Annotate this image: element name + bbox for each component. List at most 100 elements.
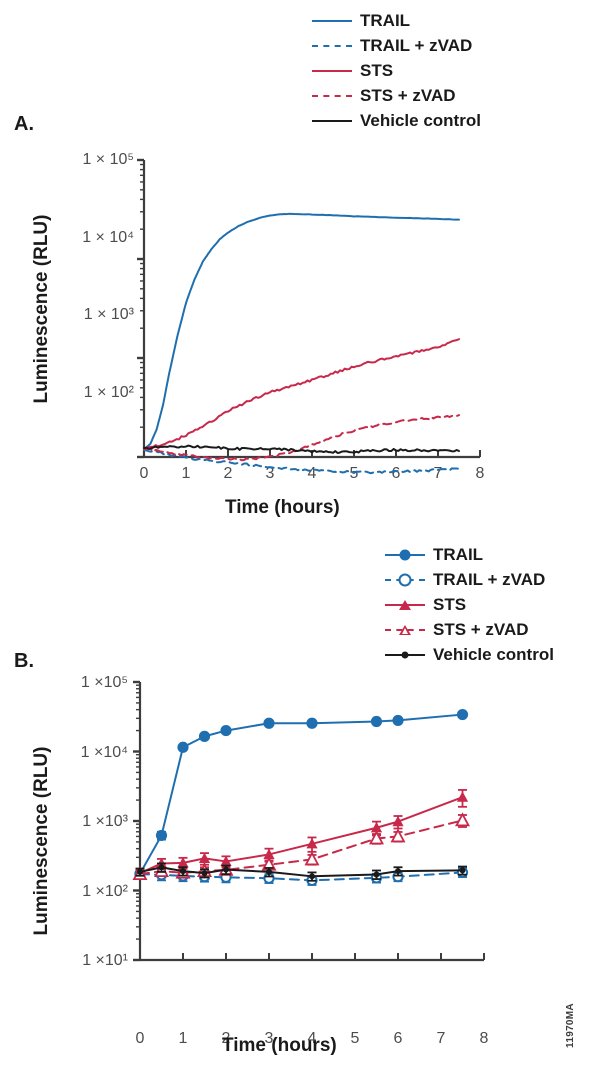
panel-a-plot bbox=[137, 158, 481, 475]
panel-b-legend: TRAIL TRAIL + zVAD STS STS + zVAD bbox=[385, 542, 554, 667]
legend-key-sts bbox=[385, 595, 425, 615]
data-point bbox=[392, 871, 404, 883]
data-point bbox=[306, 717, 318, 729]
legend-key-vehicle bbox=[385, 645, 425, 665]
series-line bbox=[143, 414, 460, 462]
data-point bbox=[221, 864, 231, 876]
panel-b-ytick-1e1: 1 ×10¹ bbox=[82, 952, 128, 969]
series-line bbox=[143, 444, 460, 455]
panel-a: A. TRAIL TRAIL + zVAD STS STS + zVAD Veh… bbox=[0, 0, 600, 530]
series-line bbox=[143, 449, 460, 475]
panel-a-xtick-2: 2 bbox=[223, 465, 233, 482]
panel-b-xtick-7: 7 bbox=[436, 1030, 446, 1047]
panel-b-xtick-3: 3 bbox=[264, 1030, 274, 1047]
data-point bbox=[372, 869, 381, 880]
legend-label-trail-zvad: TRAIL + zVAD bbox=[433, 570, 546, 589]
legend-item-vehicle: Vehicle control bbox=[385, 642, 554, 667]
legend-key-trail-zvad bbox=[312, 36, 352, 56]
panel-a-ytick-1e2: 1 × 10² bbox=[83, 384, 134, 401]
panel-b-xtick-8: 8 bbox=[479, 1030, 489, 1047]
series-line bbox=[139, 819, 464, 876]
legend-key-trail-zvad bbox=[385, 570, 425, 590]
panel-b-plot bbox=[132, 680, 485, 962]
series-line bbox=[139, 713, 464, 875]
panel-b-x-axis-title: Time (hours) bbox=[222, 1035, 337, 1056]
legend-item-trail-zvad: TRAIL + zVAD bbox=[385, 567, 554, 592]
legend-label-vehicle: Vehicle control bbox=[433, 645, 554, 664]
legend-item-sts-zvad: STS + zVAD bbox=[385, 617, 554, 642]
data-point bbox=[135, 867, 145, 877]
series-line bbox=[143, 212, 460, 451]
panel-a-xtick-0: 0 bbox=[139, 465, 149, 482]
data-point bbox=[198, 730, 211, 742]
data-point bbox=[458, 865, 467, 876]
data-point bbox=[390, 828, 406, 843]
legend-label-vehicle: Vehicle control bbox=[360, 111, 481, 130]
legend-label-sts-zvad: STS + zVAD bbox=[360, 86, 456, 105]
panel-b-xtick-1: 1 bbox=[178, 1030, 188, 1047]
legend-label-sts-zvad: STS + zVAD bbox=[433, 620, 529, 639]
circle-open-icon bbox=[398, 573, 412, 586]
legend-item-trail: TRAIL bbox=[312, 8, 481, 33]
panel-b-xtick-4: 4 bbox=[307, 1030, 317, 1047]
legend-item-trail-zvad: TRAIL + zVAD bbox=[312, 33, 481, 58]
panel-a-xtick-8: 8 bbox=[475, 465, 485, 482]
legend-label-sts: STS bbox=[433, 595, 467, 614]
panel-a-legend: TRAIL TRAIL + zVAD STS STS + zVAD Vehicl… bbox=[312, 8, 481, 133]
data-point bbox=[155, 829, 168, 842]
legend-key-trail bbox=[312, 11, 352, 31]
panel-b-ytick-1e2: 1 ×10² bbox=[82, 883, 128, 900]
watermark-code: 11970MA bbox=[564, 1003, 576, 1048]
panel-a-ytick-1e5: 1 × 10⁵ bbox=[82, 151, 134, 168]
panel-b-ytick-1e4: 1 ×10⁴ bbox=[80, 744, 128, 761]
data-point bbox=[307, 871, 317, 882]
data-point bbox=[220, 724, 232, 737]
panel-a-ytick-1e4: 1 × 10⁴ bbox=[82, 229, 134, 246]
series-line bbox=[139, 796, 464, 875]
panel-a-ytick-1e3: 1 × 10³ bbox=[83, 306, 134, 323]
data-point bbox=[368, 830, 385, 845]
data-point bbox=[454, 812, 471, 828]
panel-a-x-axis-title: Time (hours) bbox=[225, 497, 340, 518]
triangle-open-icon bbox=[399, 624, 411, 635]
data-point bbox=[304, 851, 320, 866]
legend-label-trail: TRAIL bbox=[360, 11, 411, 30]
data-point bbox=[392, 714, 404, 727]
data-point bbox=[456, 789, 469, 808]
panel-b-xtick-2: 2 bbox=[221, 1030, 231, 1047]
legend-item-sts: STS bbox=[312, 58, 481, 83]
data-point bbox=[456, 708, 469, 721]
data-point bbox=[393, 866, 403, 877]
panel-a-xtick-7: 7 bbox=[433, 465, 443, 482]
legend-item-trail: TRAIL bbox=[385, 542, 554, 567]
series-line bbox=[139, 866, 464, 878]
legend-item-vehicle: Vehicle control bbox=[312, 108, 481, 133]
legend-label-trail-zvad: TRAIL + zVAD bbox=[360, 36, 473, 55]
data-point bbox=[306, 836, 318, 853]
data-point bbox=[157, 862, 166, 873]
data-point bbox=[178, 866, 188, 877]
dot-icon bbox=[401, 651, 409, 658]
series-line bbox=[139, 871, 464, 882]
series-line bbox=[143, 338, 460, 451]
data-point bbox=[264, 867, 274, 878]
panel-b-letter: B. bbox=[14, 650, 34, 672]
legend-key-sts-zvad bbox=[385, 620, 425, 640]
panel-b-xtick-0: 0 bbox=[135, 1030, 145, 1047]
data-point bbox=[200, 868, 209, 879]
data-point bbox=[370, 715, 383, 728]
data-point bbox=[198, 852, 211, 866]
panel-b-xtick-5: 5 bbox=[350, 1030, 360, 1047]
panel-b: B. TRAIL TRAIL + zVAD STS bbox=[0, 530, 600, 1067]
panel-a-xtick-1: 1 bbox=[181, 465, 191, 482]
legend-key-sts-zvad bbox=[312, 86, 352, 106]
panel-a-letter: A. bbox=[14, 113, 34, 135]
circle-filled-icon bbox=[399, 549, 411, 560]
data-point bbox=[263, 717, 275, 729]
panel-b-xtick-6: 6 bbox=[393, 1030, 403, 1047]
legend-key-sts bbox=[312, 61, 352, 81]
panel-a-xtick-3: 3 bbox=[265, 465, 275, 482]
panel-a-xtick-4: 4 bbox=[307, 465, 317, 482]
legend-item-sts: STS bbox=[385, 592, 554, 617]
